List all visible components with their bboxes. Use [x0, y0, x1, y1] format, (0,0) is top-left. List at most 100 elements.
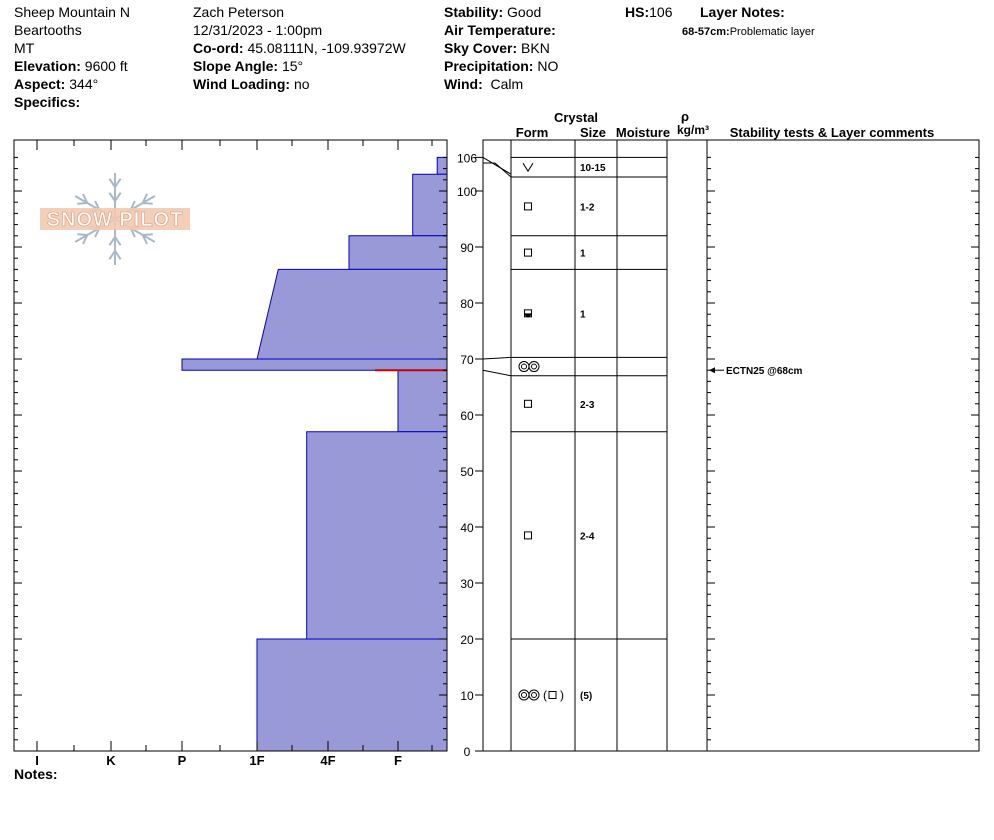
hoar-icon: [531, 363, 537, 370]
crystal-form-surface-hoar: [518, 361, 540, 373]
hoar-icon: [518, 361, 530, 373]
hardness-layer: [412, 173, 448, 237]
square-icon: [524, 399, 532, 408]
crystal-size: 1-2: [580, 202, 595, 213]
crystal-header: Crystal: [554, 110, 598, 125]
snowflake-branch: [141, 234, 148, 245]
square-icon: [548, 691, 557, 699]
hoar-icon: [531, 692, 537, 698]
test-arrow: [709, 367, 715, 374]
depth-tick-label: 90: [460, 241, 474, 255]
square-icon: [524, 202, 532, 211]
depth-tick-label: 80: [460, 297, 474, 311]
square-icon: [524, 248, 532, 257]
moisture-header: Moisture: [616, 125, 670, 140]
crystal-form-depth-hoar-mix: (): [518, 688, 564, 702]
coordinates: Co-ord: 45.08111N, -109.93972W: [193, 40, 406, 56]
stability-test-label: ECTN25 @68cm: [726, 366, 803, 377]
crystal-form-rounding-facet: [524, 309, 532, 318]
specifics: Specifics:: [14, 94, 81, 110]
depth-tick-label: 40: [460, 521, 474, 535]
layer-connector: [482, 156, 512, 175]
paren-open: (: [543, 688, 547, 702]
hardness-label: 1F: [249, 753, 264, 768]
layer-rows: 10-15 1-2 1 1 2-3 2-4 () (5): [482, 156, 667, 702]
layer-note: 68-57cm:Problematic layer: [682, 26, 815, 38]
snow-height: HS:106: [625, 4, 673, 20]
depth-tick-label: 10: [460, 689, 474, 703]
snowflake-branch: [77, 202, 88, 205]
snowflake-branch: [114, 178, 122, 188]
hardness-layer: [397, 369, 448, 433]
snowflake-branch: [77, 233, 88, 236]
aspect: Aspect: 344°: [14, 76, 99, 92]
hardness-frame: [13, 139, 448, 752]
crystal-form-square: [524, 248, 532, 257]
hardness-layers: [181, 156, 448, 752]
state: MT: [14, 40, 35, 56]
mountain-range: Beartooths: [14, 22, 82, 38]
crystal-form-facet-v: [522, 162, 534, 173]
paren-close: ): [560, 688, 564, 702]
crystal-form-square: [524, 531, 532, 540]
layer-connector: [482, 356, 512, 360]
crystal-size: 1: [580, 309, 586, 320]
datetime: 12/31/2023 - 1:00pm: [193, 22, 323, 38]
snowflake-branch: [114, 192, 122, 202]
crystal-size: 2-3: [580, 400, 595, 411]
hardness-label: 4F: [320, 753, 335, 768]
stability: Stability: Good: [444, 4, 542, 20]
snowflake-branch: [142, 202, 153, 205]
comment-ticks: [707, 156, 979, 752]
crystal-size: 2-4: [580, 531, 595, 542]
depth-tick-label: 100: [457, 185, 477, 199]
hoar-icon: [521, 692, 527, 698]
depth-tick-label: 20: [460, 633, 474, 647]
hardness-label: F: [394, 753, 402, 768]
hardness-layer: [256, 638, 448, 752]
elevation: Elevation: 9600 ft: [14, 58, 128, 74]
snowflake-branch: [82, 193, 89, 204]
crystal-form-square: [524, 399, 532, 408]
snowflake-branch: [108, 236, 116, 246]
rounding-icon: [524, 313, 532, 317]
hardness-layer: [436, 156, 448, 175]
snowpilot-logo: SNOW PILOT: [40, 173, 190, 265]
snowflake-branch: [114, 236, 122, 246]
hardness-label: K: [106, 753, 116, 768]
wind: Wind: Calm: [444, 76, 524, 92]
density-symbol: ρ: [681, 109, 689, 124]
slope-angle: Slope Angle: 15°: [193, 58, 304, 74]
hardness-label: I: [35, 753, 39, 768]
air-temperature: Air Temperature:: [444, 22, 556, 38]
depth-tick-label: 60: [460, 409, 474, 423]
size-header: Size: [580, 125, 606, 140]
layer-connector: [482, 369, 512, 377]
wind-loading: Wind Loading: no: [193, 76, 310, 92]
location-name: Sheep Mountain N: [14, 4, 130, 20]
crystal-size: 1: [580, 249, 586, 260]
layer-table-frame: [482, 139, 980, 752]
comments-header: Stability tests & Layer comments: [730, 125, 934, 140]
depth-tick-label: 0: [464, 745, 471, 759]
hoar-icon: [528, 361, 540, 373]
crystal-form-square: [524, 202, 532, 211]
hardness-label: P: [178, 753, 187, 768]
hardness-labels: I K P 1F 4F F: [35, 753, 402, 768]
facet-icon: [522, 162, 534, 173]
logo-text: SNOW PILOT: [47, 209, 184, 231]
depth-labels: 0 10 20 30 40 50 60 70 80 90 100 106: [457, 151, 483, 759]
density-unit: kg/m³: [677, 123, 709, 137]
layer-connector: [494, 162, 512, 178]
hoar-icon: [518, 689, 530, 701]
snowflake-branch: [108, 178, 116, 188]
hardness-layer: [348, 235, 448, 270]
hoar-icon: [521, 363, 527, 370]
form-header: Form: [516, 125, 549, 140]
snowflake-branch: [108, 192, 116, 202]
depth-tick-label: 50: [460, 465, 474, 479]
crystal-size: (5): [580, 691, 592, 702]
notes-label: Notes:: [14, 766, 58, 782]
depth-tick-label: 70: [460, 353, 474, 367]
